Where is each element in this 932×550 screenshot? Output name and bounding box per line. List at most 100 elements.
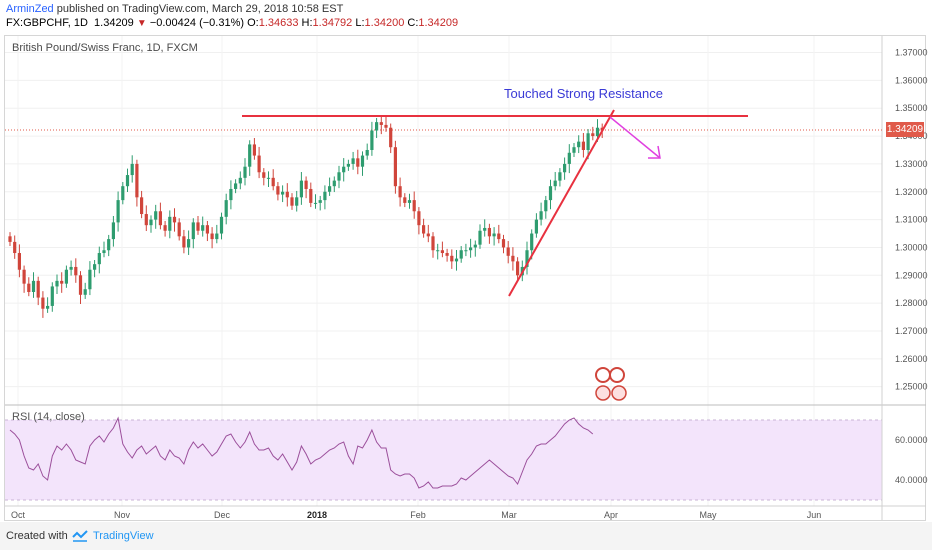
price-tick-label: 1.32000 (895, 187, 928, 197)
tradingview-logo-icon (72, 530, 88, 542)
candle-body (22, 269, 26, 284)
candle-body (473, 244, 477, 248)
time-tick-label: Jun (807, 510, 822, 520)
candle-body (69, 266, 73, 270)
candle-body (318, 200, 322, 203)
symbol-line: FX:GBPCHF, 1D 1.34209 ▼ −0.00424 (−0.31%… (6, 17, 458, 29)
time-tick-label: Nov (114, 510, 131, 520)
candle-body (328, 186, 332, 192)
candle-body (144, 214, 148, 226)
open-label: O: (247, 17, 259, 29)
resistance-annotation[interactable]: Touched Strong Resistance (504, 86, 663, 101)
author-link[interactable]: ArminZed (6, 3, 54, 15)
candle-body (93, 264, 97, 270)
candle-body (229, 188, 233, 201)
time-tick-label: Oct (11, 510, 26, 520)
candle-body (168, 216, 172, 231)
candle-body (516, 261, 520, 276)
candle-body (78, 275, 83, 295)
candle-body (337, 172, 341, 181)
publication-line: ArminZed published on TradingView.com, M… (6, 3, 343, 15)
candle-body (187, 239, 191, 248)
event-icons[interactable] (595, 367, 627, 401)
candle-body (299, 180, 303, 198)
candle-body (346, 163, 350, 167)
candle-body (422, 225, 426, 234)
candle-body (558, 172, 562, 181)
candle-body (501, 239, 506, 248)
candle-body (13, 241, 17, 254)
candle-body (309, 188, 313, 203)
candle-body (36, 280, 40, 298)
candle-body (262, 172, 266, 178)
tradingview-link[interactable]: TradingView (93, 530, 154, 542)
candle-body (276, 186, 280, 195)
candle-body (544, 200, 548, 212)
candle-body (497, 233, 501, 240)
time-tick-label: Dec (214, 510, 231, 520)
candle-body (356, 158, 360, 167)
time-axis-labels: Oct Nov Dec 2018 Feb Mar Apr May Jun (11, 510, 821, 520)
candle-body (55, 280, 59, 287)
candle-body (365, 149, 369, 156)
candle-body (102, 250, 106, 254)
candle-body (238, 177, 242, 184)
price-tick-label: 1.31000 (895, 215, 928, 225)
candle-body (182, 236, 186, 248)
candle-body (257, 155, 261, 173)
candle-body (215, 233, 219, 240)
candle-body (525, 250, 529, 267)
candle-body (591, 133, 595, 137)
event-icon (609, 367, 625, 383)
time-tick-label: Feb (410, 510, 426, 520)
candle-body (140, 197, 144, 215)
price-tick-label: 1.27000 (895, 326, 928, 336)
candle-body (281, 191, 285, 195)
candle-body (64, 269, 68, 284)
candle-body (464, 250, 468, 252)
price-tick-label: 1.30000 (895, 242, 928, 252)
candle-body (224, 200, 228, 217)
candle-body (370, 130, 374, 150)
candle-body (567, 152, 571, 164)
candle-body (478, 230, 482, 245)
candle-body (586, 133, 590, 150)
candle-body (111, 222, 115, 240)
forecast-arrowhead (648, 145, 661, 159)
candle-body (290, 197, 294, 206)
candle-body (8, 236, 12, 242)
candle-body (125, 175, 130, 187)
candle-body (398, 186, 402, 198)
candle-body (88, 269, 92, 290)
rsi-line (9, 416, 594, 489)
candle-body (563, 163, 567, 173)
chart-frame[interactable] (4, 35, 926, 521)
candle-body (172, 216, 177, 223)
candle-body (553, 180, 557, 187)
candle-body (506, 247, 510, 256)
candle-body (436, 250, 440, 252)
candle-body (534, 219, 538, 234)
candle-body (454, 258, 459, 262)
candle-body (74, 266, 78, 276)
candle-body (27, 283, 31, 293)
event-icon (611, 385, 627, 401)
price-change: −0.00424 (−0.31%) (149, 17, 245, 29)
candle-body (581, 141, 585, 150)
candle-body (407, 200, 412, 203)
candle-body (375, 122, 379, 131)
candle-body (210, 233, 214, 240)
candle-body (393, 147, 397, 187)
rsi-band (5, 420, 882, 500)
candle-body (426, 233, 430, 237)
candle-body (342, 166, 346, 173)
low-label: L: (355, 17, 365, 29)
candle-body (431, 236, 435, 251)
candle-body (41, 297, 45, 309)
candle-body (177, 222, 181, 237)
candle-body (285, 191, 289, 198)
price-tick-label: 1.33000 (895, 159, 928, 169)
time-tick-label: 2018 (307, 510, 327, 520)
candle-body (46, 305, 50, 309)
